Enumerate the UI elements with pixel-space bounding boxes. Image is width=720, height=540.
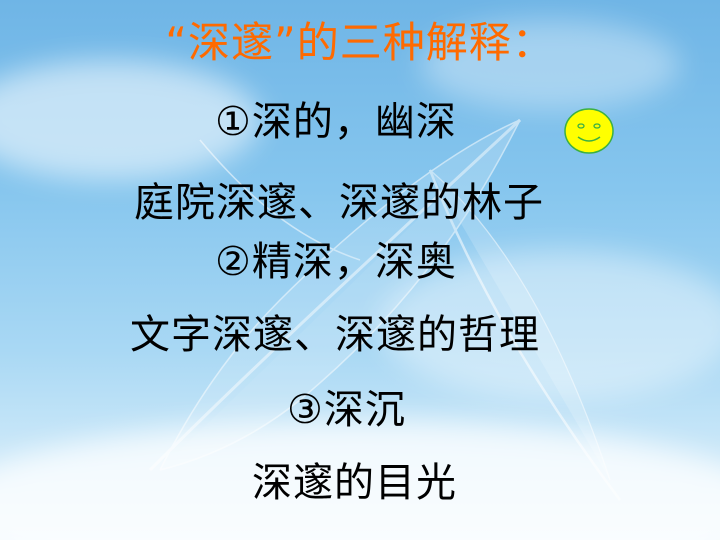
example-3: 深邃的目光 bbox=[252, 460, 457, 506]
smiley-icon bbox=[564, 108, 614, 154]
slide-title: “深邃”的三种解释： bbox=[165, 18, 555, 67]
cloud bbox=[380, 250, 720, 400]
cloud bbox=[0, 420, 720, 540]
cloud bbox=[420, 20, 680, 110]
example-2: 文字深邃、深邃的哲理 bbox=[130, 312, 540, 358]
definition-1: ①深的，幽深 bbox=[215, 99, 457, 145]
definition-2: ②精深，深奥 bbox=[215, 239, 457, 285]
definition-3: ③深沉 bbox=[287, 387, 406, 433]
example-1: 庭院深邃、深邃的林子 bbox=[134, 180, 544, 226]
